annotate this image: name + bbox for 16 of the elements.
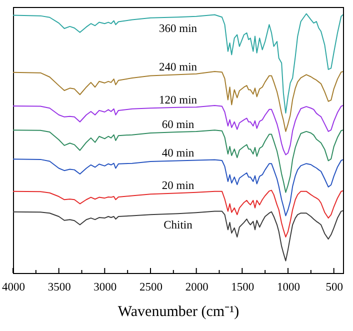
x-tick-label: 2500 xyxy=(140,282,163,294)
x-tick-label: 2000 xyxy=(185,282,209,294)
series-label: 60 min xyxy=(162,118,194,131)
series-label: Chitin xyxy=(164,220,193,232)
series-label: 120 min xyxy=(158,94,198,106)
series-label: 360 min xyxy=(158,23,198,36)
series-label: 240 min xyxy=(158,62,198,74)
series-label: 20 min xyxy=(162,180,194,192)
series-label: 40 min xyxy=(162,148,194,160)
x-tick-label: 500 xyxy=(326,282,344,294)
x-axis-title: Wavenumber (cm⁻¹) xyxy=(118,304,240,320)
x-tick-label: 4000 xyxy=(2,282,26,294)
x-tick-label: 3500 xyxy=(48,282,72,294)
x-tick-label: 1000 xyxy=(277,282,300,294)
x-tick-label: 1500 xyxy=(231,282,254,294)
x-tick-label: 3000 xyxy=(94,282,117,294)
